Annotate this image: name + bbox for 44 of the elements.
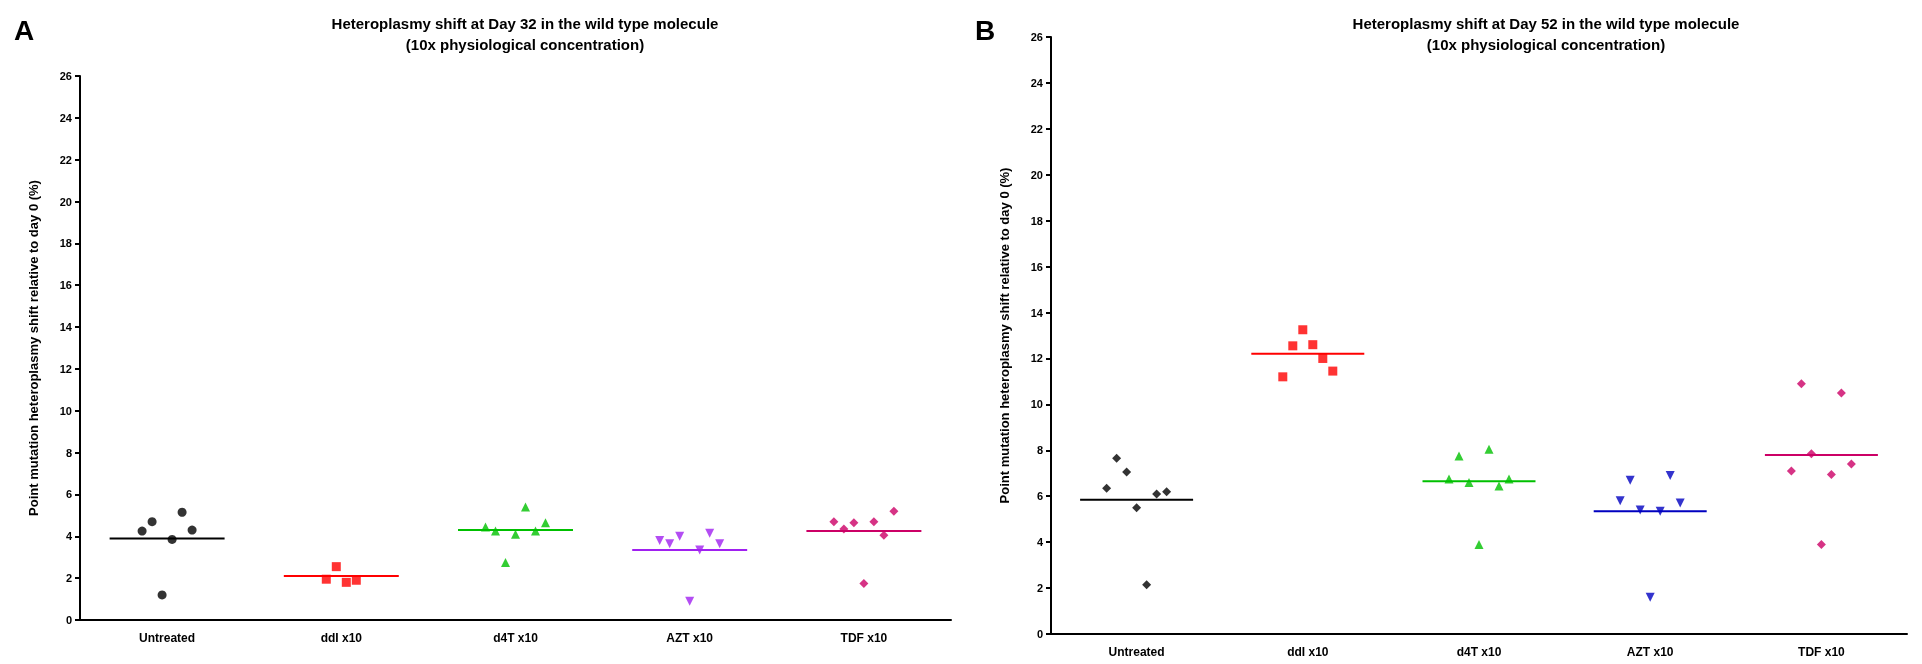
y-tick-label: 20 [59,195,72,208]
y-tick-label: 2 [65,572,72,585]
x-tick-label: Untreated [1108,645,1165,659]
x-tick-label: AZT x10 [666,631,714,645]
y-tick-label: 4 [1036,536,1044,549]
y-tick-label: 14 [1030,306,1044,319]
y-tick-label: 6 [65,488,72,501]
y-tick-label: 0 [1036,628,1043,640]
y-tick-label: 10 [1030,398,1043,411]
y-axis-title: Point mutation heteroplasmy shift relative to day 0 (%) [997,167,1012,504]
y-tick-label: 22 [59,153,72,166]
y-tick-label: 26 [59,70,72,82]
x-tick-label: TDF x10 [1798,645,1846,659]
x-tick-label: ddI x10 [320,631,363,645]
y-tick-label: 16 [1030,260,1043,273]
y-tick-label: 18 [59,237,72,250]
y-tick-label: 0 [65,614,72,626]
x-tick-label: AZT x10 [1626,645,1674,659]
y-tick-label: 20 [1030,168,1043,181]
y-tick-label: 12 [59,362,72,375]
y-tick-label: 16 [59,279,72,292]
y-tick-label: 24 [59,111,73,124]
y-tick-label: 26 [1030,31,1043,43]
y-tick-label: 22 [1030,122,1043,135]
y-tick-label: 24 [1030,76,1044,89]
y-tick-label: 12 [1030,352,1043,365]
y-axis-title: Point mutation heteroplasmy shift relative to day 0 (%) [26,180,41,516]
y-tick-label: 6 [1036,490,1043,503]
x-tick-label: TDF x10 [840,631,888,645]
text: A [14,14,35,46]
x-tick-label: ddI x10 [1287,645,1329,659]
x-tick-label: Untreated [139,631,196,645]
y-tick-label: 14 [59,321,73,334]
text: B [975,14,996,46]
chart-title: Heteroplasmy shift at Day 32 in the wild type molecule (10x physiological concentration) [331,15,719,53]
y-tick-label: 2 [1036,582,1043,595]
chart-title: Heteroplasmy shift at Day 52 in the wild type molecule (10x physiological concentration) [1352,15,1740,53]
y-tick-label: 18 [1030,214,1043,227]
x-tick-label: d4T x10 [493,631,539,645]
x-tick-label: d4T x10 [1456,645,1502,659]
y-tick-label: 8 [65,446,72,459]
y-tick-label: 4 [65,530,73,543]
y-tick-label: 8 [1036,444,1043,457]
y-tick-label: 10 [59,404,72,417]
